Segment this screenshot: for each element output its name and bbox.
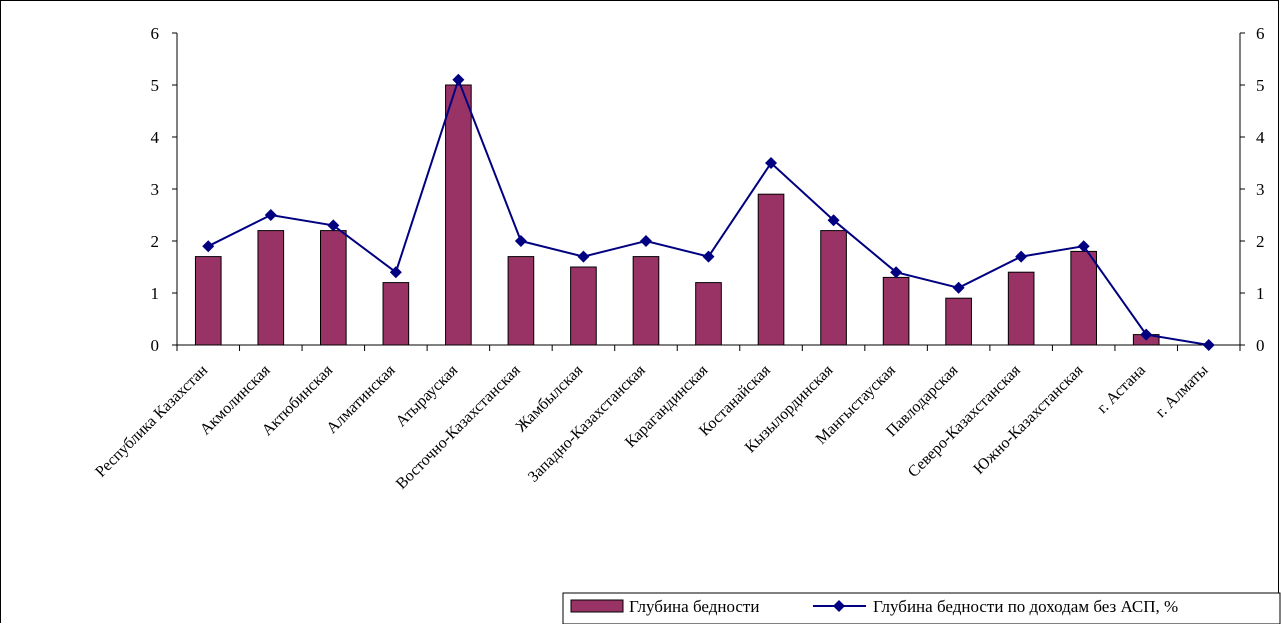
line-series (202, 73, 1215, 351)
bar (257, 230, 285, 346)
legend: Глубина бедности Глубина бедности по дох… (562, 592, 1281, 624)
bar (570, 266, 597, 346)
line-point (327, 219, 340, 232)
bar (757, 193, 785, 346)
line-point (389, 266, 402, 279)
x-axis (176, 344, 1241, 351)
line-point (264, 209, 277, 221)
category-label: г. Алматы (1152, 362, 1211, 421)
bar (1070, 250, 1097, 346)
y-left-tick-label: 5 (151, 76, 160, 95)
bar (695, 282, 722, 346)
bar (507, 256, 535, 346)
y-right-tick-label: 2 (1256, 232, 1265, 251)
y-left-tick-label: 3 (151, 180, 160, 199)
y-right-tick-label: 5 (1256, 76, 1265, 95)
line-point (827, 214, 840, 227)
line-point (1077, 240, 1090, 253)
y-left-tick-label: 2 (151, 232, 160, 251)
category-label: Северо-Казахстанская (905, 361, 1025, 481)
legend-line-label: Глубина бедности по доходам без АСП, % (873, 597, 1178, 616)
y-right-tick-label: 1 (1256, 284, 1265, 303)
y-right-tick-label: 4 (1256, 128, 1265, 147)
line-point (202, 240, 215, 253)
line-point (452, 73, 465, 86)
line-point (639, 235, 652, 247)
line-point (577, 250, 590, 263)
category-labels: Республика КазахстанАкмолинскаяАктюбинск… (92, 361, 1211, 492)
category-label: Атырауская (393, 361, 462, 430)
y-left-tick-label: 6 (151, 24, 160, 43)
bar-series (194, 84, 1160, 346)
line-point (1202, 339, 1215, 351)
bar (945, 297, 972, 346)
category-label: Восточно-Казахстанская (393, 361, 524, 492)
y-left-tick-label: 0 (151, 336, 160, 355)
y-right-tick-label: 0 (1256, 336, 1265, 355)
legend-bar-swatch (570, 599, 624, 613)
category-label: г. Астана (1094, 362, 1149, 417)
y-left-tick-label: 1 (151, 284, 160, 303)
line-point (890, 266, 903, 279)
category-label: Южно-Казахстанская (970, 361, 1087, 478)
bar (445, 84, 472, 346)
legend-bar-label: Глубина бедности (629, 597, 759, 616)
bar (632, 256, 660, 346)
line-point (952, 281, 965, 294)
line-point (1015, 250, 1028, 263)
legend-box (562, 592, 1281, 624)
line-point (1140, 328, 1153, 341)
y-axis-right: 0 1 2 3 4 5 6 (1239, 24, 1265, 355)
bar (882, 276, 910, 346)
bar (194, 256, 222, 346)
line-point (765, 157, 778, 169)
y-right-tick-label: 6 (1256, 24, 1265, 43)
line-point (702, 250, 715, 263)
y-left-tick-label: 4 (151, 128, 160, 147)
bar (820, 230, 847, 346)
legend-line-marker (833, 600, 845, 612)
y-right-tick-label: 3 (1256, 180, 1265, 199)
y-axis-left: 0 1 2 3 4 5 6 (151, 24, 178, 355)
bar (1007, 271, 1035, 346)
bar (320, 230, 347, 346)
category-label: Западно-Казахстанская (525, 361, 649, 485)
bar (382, 282, 410, 346)
category-label: Республика Казахстан (92, 362, 211, 481)
line-point (514, 235, 527, 247)
